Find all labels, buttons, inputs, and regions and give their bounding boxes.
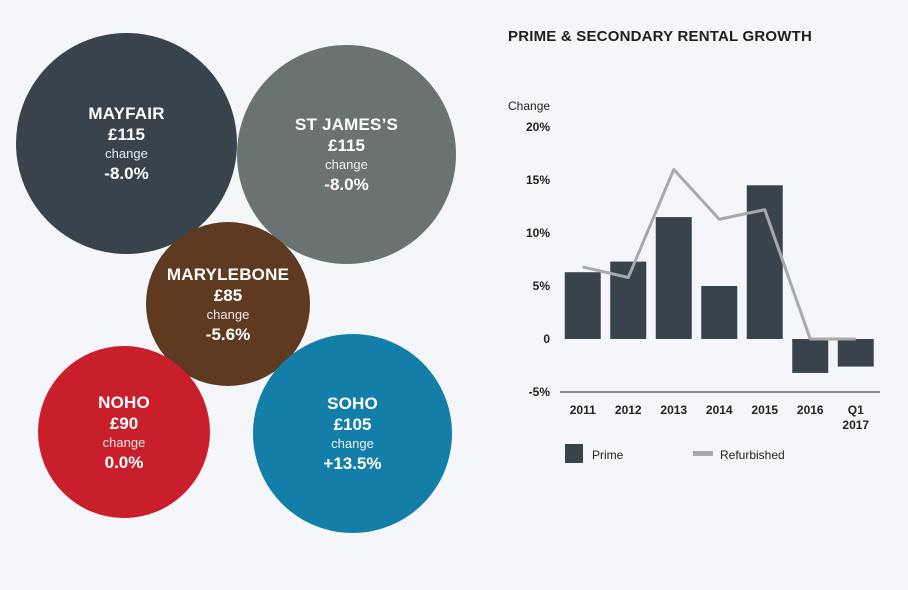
point-refurbished — [809, 338, 811, 340]
bubble-name: SOHO — [327, 394, 378, 413]
x-tick-label: 2016 — [797, 403, 824, 417]
bar-prime — [701, 286, 738, 339]
bubble-price: £115 — [328, 136, 365, 155]
bubble-change-value: +13.5% — [323, 454, 382, 473]
point-refurbished — [764, 209, 766, 211]
bubble-marylebone: MARYLEBONE £85 change -5.6% — [146, 222, 310, 386]
point-refurbished — [855, 338, 857, 340]
y-tick-label: 0 — [543, 332, 550, 346]
x-tick-label: Q1 — [848, 403, 864, 417]
legend-label-refurbished: Refurbished — [720, 448, 785, 462]
bubble-change-value: 0.0% — [104, 452, 144, 472]
bubble-change-label: change — [331, 436, 374, 451]
point-refurbished — [673, 168, 675, 170]
bar-prime — [837, 339, 874, 367]
bubble-name: ST JAMES’S — [294, 115, 399, 134]
bubble-mayfair: MAYFAIR £115 change -8.0% — [16, 33, 237, 254]
x-tick-label: 2011 — [570, 403, 596, 417]
legend-swatch-prime — [565, 444, 583, 463]
x-tick-label: 2017 — [842, 418, 869, 432]
legend-label-prime: Prime — [592, 448, 624, 462]
bubble-soho: SOHO £105 change +13.5% — [253, 334, 452, 533]
bubble-change-label: change — [102, 434, 146, 450]
y-tick-label: 15% — [526, 173, 550, 187]
y-tick-label: 20% — [526, 120, 550, 134]
bar-prime — [655, 217, 692, 339]
bubble-change-label: change — [105, 146, 148, 161]
legend-swatch-refurbished — [693, 451, 713, 456]
bubble-name: NOHO — [98, 392, 150, 412]
y-tick-label: 5% — [533, 279, 551, 293]
chart-marks: 20% 15% 10% 5% 0 -5% 2011 2012 2013 2014 2015 2016 Q… — [526, 120, 880, 463]
bubble-change-value: -5.6% — [205, 324, 251, 344]
y-axis-label: Change — [508, 99, 550, 113]
chart-title: PRIME & SECONDARY RENTAL GROWTH — [508, 28, 812, 45]
bar-prime — [564, 272, 601, 339]
bubble-change-value: -8.0% — [324, 175, 369, 194]
x-tick-label: 2012 — [615, 403, 642, 417]
bubble-name: MARYLEBONE — [166, 264, 290, 284]
y-tick-label: -5% — [529, 385, 551, 399]
bubble-price: £115 — [108, 125, 145, 144]
bubble-st-james: ST JAMES’S £115 change -8.0% — [237, 45, 456, 264]
bubble-price: £90 — [109, 413, 139, 433]
point-refurbished — [718, 218, 720, 220]
bubble-price: £105 — [333, 415, 372, 434]
x-tick-label: 2013 — [660, 403, 687, 417]
y-tick-label: 10% — [526, 226, 550, 240]
x-tick-label: 2015 — [751, 403, 778, 417]
bubble-noho: NOHO £90 change 0.0% — [38, 346, 210, 518]
x-tick-label: 2014 — [706, 403, 733, 417]
bar-prime — [792, 339, 829, 373]
bubble-change-label: change — [325, 157, 368, 172]
bubble-price: £85 — [213, 285, 243, 305]
bubble-name: MAYFAIR — [88, 104, 165, 123]
bubble-change-value: -8.0% — [104, 164, 149, 183]
bubble-change-label: change — [206, 306, 250, 322]
point-refurbished — [627, 277, 629, 279]
point-refurbished — [582, 266, 584, 268]
